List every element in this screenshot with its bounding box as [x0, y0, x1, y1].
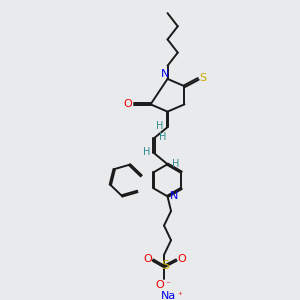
Text: O: O: [177, 254, 186, 264]
Text: H: H: [172, 159, 179, 169]
Text: S: S: [200, 73, 207, 83]
Text: Na: Na: [161, 291, 176, 300]
Text: N: N: [161, 69, 170, 79]
Text: ⁺: ⁺: [178, 291, 182, 300]
Text: O: O: [124, 99, 133, 109]
Text: O: O: [144, 254, 152, 264]
Text: S: S: [161, 260, 169, 272]
Text: H: H: [156, 121, 163, 131]
Text: O: O: [155, 280, 164, 290]
Text: H: H: [159, 132, 166, 142]
Text: H: H: [142, 147, 150, 157]
Text: N: N: [170, 191, 178, 201]
Text: ⁻: ⁻: [165, 280, 170, 289]
